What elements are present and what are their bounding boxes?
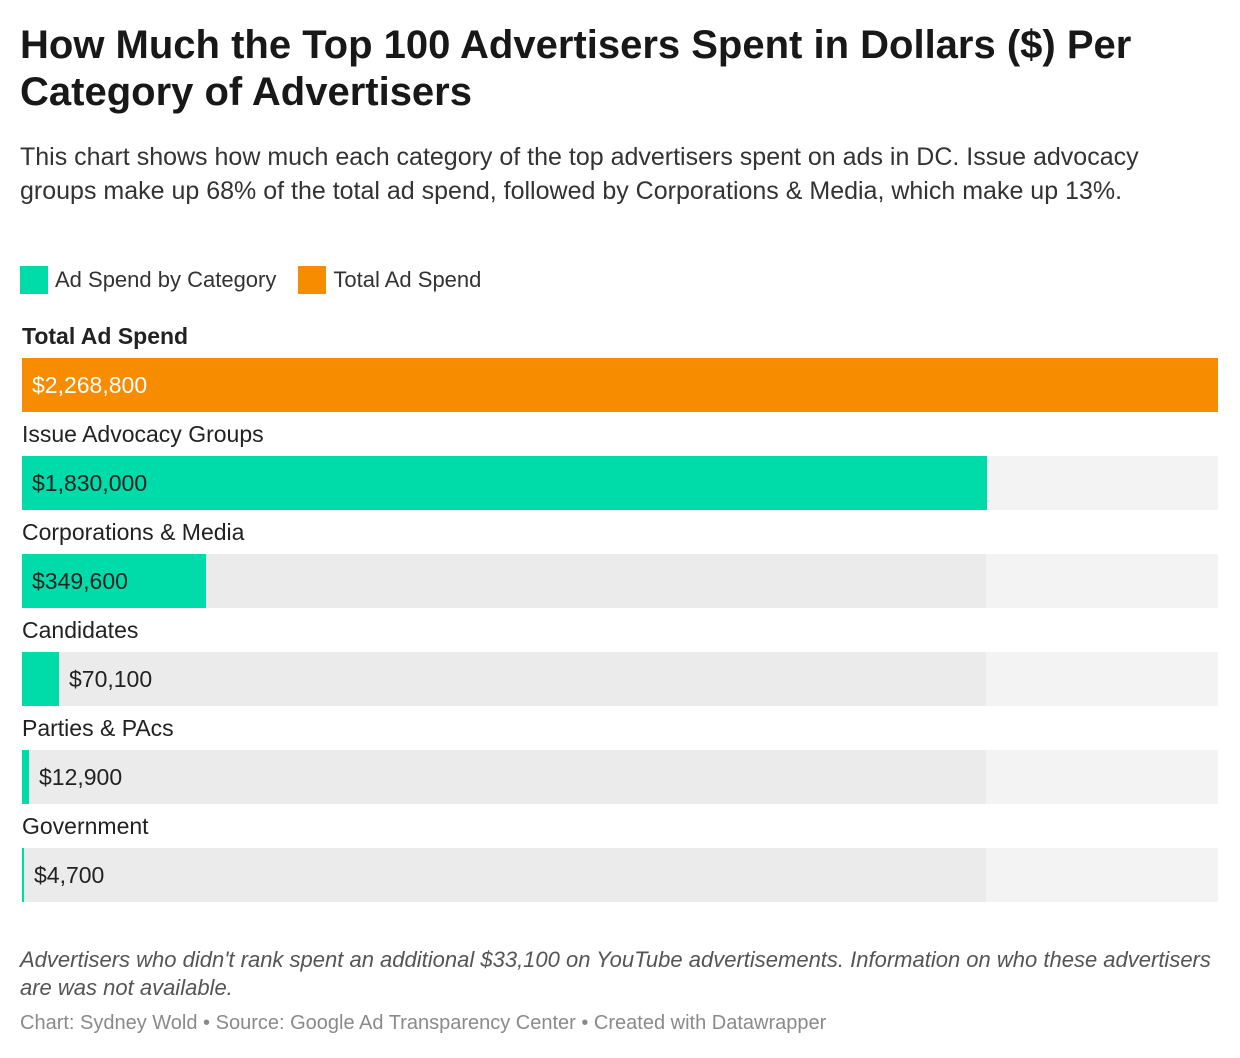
legend-swatch-category	[20, 266, 48, 294]
row-label-issue-advocacy-groups: Issue Advocacy Groups	[22, 421, 264, 447]
legend-item-total: Total Ad Spend	[298, 266, 481, 294]
bar-track-candidates: $70,100	[22, 652, 1218, 706]
bar-candidates	[22, 652, 59, 706]
bar-corporations-media	[22, 554, 206, 608]
bar-track-bg	[22, 652, 986, 706]
bar-track-issue-advocacy-groups: $1,830,000	[22, 456, 1218, 510]
row-label-total-ad-spend: Total Ad Spend	[22, 323, 189, 349]
legend: Ad Spend by Category Total Ad Spend	[20, 265, 503, 295]
legend-label-category: Ad Spend by Category	[55, 267, 277, 292]
chart-subtitle: This chart shows how much each category …	[20, 143, 1139, 205]
chart-title: How Much the Top 100 Advertisers Spent i…	[20, 23, 1132, 114]
chart-credit: Chart: Sydney Wold • Source: Google Ad T…	[20, 1012, 827, 1034]
value-label-corporations-media: $349,600	[32, 568, 128, 594]
bar-government	[22, 848, 24, 902]
chart-note: Advertisers who didn't rank spent an add…	[20, 947, 1211, 1000]
bar-track-bg	[22, 848, 986, 902]
row-label-corporations-media: Corporations & Media	[22, 519, 245, 545]
value-label-government: $4,700	[34, 862, 105, 888]
bar-track-government: $4,700	[22, 848, 1218, 902]
bar-track-corporations-media: $349,600	[22, 554, 1218, 608]
value-label-candidates: $70,100	[69, 666, 153, 692]
bar-track-bg	[22, 750, 986, 804]
bar-track-total-ad-spend: $2,268,800	[22, 358, 1218, 412]
bar-issue-advocacy-groups	[22, 456, 987, 510]
row-label-parties-pacs: Parties & PAcs	[22, 715, 174, 741]
bar-track-bg	[986, 750, 1218, 804]
bar-total-ad-spend	[22, 358, 1218, 412]
bar-track-bg	[986, 848, 1218, 902]
bar-track-bg	[986, 456, 1218, 510]
value-label-total-ad-spend: $2,268,800	[32, 372, 148, 398]
bar-parties-pacs	[22, 750, 29, 804]
row-label-candidates: Candidates	[22, 617, 139, 643]
legend-label-total: Total Ad Spend	[333, 267, 482, 292]
legend-swatch-total	[298, 266, 327, 294]
bar-track-parties-pacs: $12,900	[22, 750, 1218, 804]
value-label-issue-advocacy-groups: $1,830,000	[32, 470, 148, 496]
value-label-parties-pacs: $12,900	[39, 764, 123, 790]
bar-track-bg	[986, 652, 1218, 706]
row-label-government: Government	[22, 813, 149, 839]
legend-item-category: Ad Spend by Category	[20, 266, 276, 294]
bar-track-bg	[986, 554, 1218, 608]
